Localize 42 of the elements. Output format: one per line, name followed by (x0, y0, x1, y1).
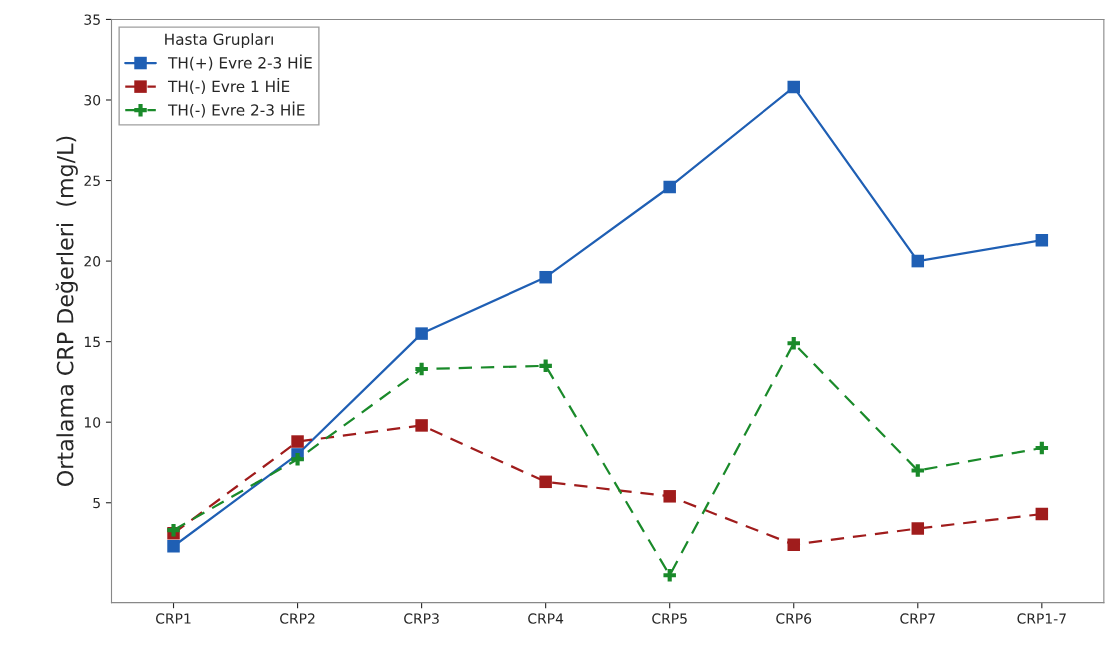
point (911, 254, 925, 268)
y-tick-label: 20 (84, 256, 101, 267)
point (291, 435, 304, 448)
point (167, 523, 180, 537)
y-tick-label: 10 (84, 417, 101, 428)
x-tick-label: CRP1-7 (1017, 613, 1066, 624)
point (1035, 441, 1049, 455)
y-tick-label: 25 (84, 175, 100, 187)
legend-label: TH(-) Evre 1 HİE (167, 78, 290, 94)
x-tick-label: CRP6 (776, 613, 812, 624)
legend-label: TH(-) Evre 2-3 HİE (167, 101, 305, 118)
point (291, 453, 304, 466)
point (539, 475, 552, 489)
legend-label: TH(+) Evre 2-3 HİE (167, 54, 312, 71)
point (1035, 233, 1049, 247)
point (539, 359, 552, 373)
y-axis-title: Ortalama CRP Değerleri (mg/L) (55, 136, 78, 487)
point (415, 362, 428, 376)
point (787, 80, 800, 94)
point (911, 464, 925, 477)
point (663, 569, 676, 582)
x-tick-label: CRP1 (156, 613, 191, 624)
x-tick-label: CRP3 (404, 613, 439, 624)
y-tick-label: 15 (84, 336, 100, 348)
point (787, 337, 800, 350)
point (663, 180, 676, 194)
x-tick-label: CRP4 (528, 613, 564, 624)
legend-title: Hasta Grupları (165, 33, 273, 48)
x-tick-label: CRP2 (280, 613, 315, 624)
point (167, 540, 180, 553)
point (911, 522, 925, 535)
y-tick-label: 5 (93, 497, 100, 509)
x-tick-label: CRP5 (652, 613, 687, 624)
point (663, 490, 676, 503)
point (415, 327, 428, 340)
point (1035, 507, 1049, 521)
point (787, 538, 800, 551)
y-tick-label: 35 (84, 14, 100, 25)
x-tick-label: CRP7 (900, 613, 935, 624)
point (415, 419, 428, 432)
y-tick-label: 30 (84, 94, 101, 106)
point (539, 270, 552, 284)
